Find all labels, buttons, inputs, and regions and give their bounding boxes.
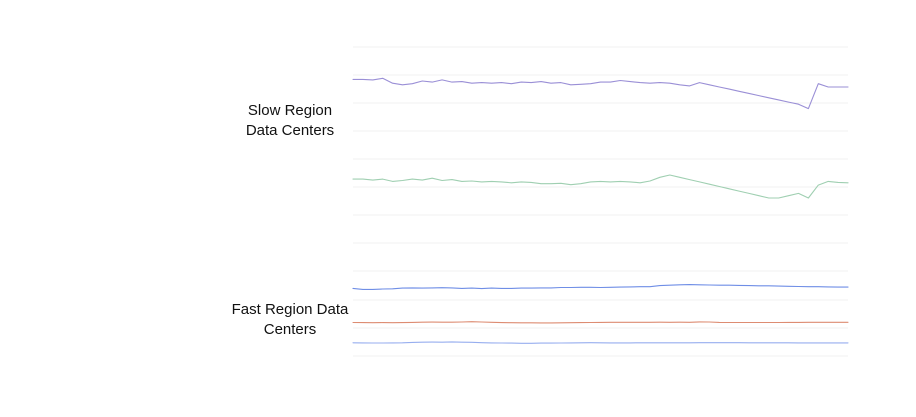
series-line-fast-1 (352, 284, 849, 290)
series-line-slow-1 (352, 77, 849, 110)
slow-region-label: Slow Region Data Centers (195, 101, 385, 141)
series-lines (352, 77, 849, 344)
gridlines (353, 46, 848, 357)
group-label-line: Slow Region (247, 102, 333, 119)
fast-region-label: Fast Region Data Centers (195, 300, 385, 340)
series-line-fast-2 (352, 321, 849, 324)
group-label-line: Fast Region Data (231, 301, 349, 318)
group-label-line: Data Centers (245, 122, 335, 139)
group-label-line: Centers (263, 321, 317, 338)
series-line-slow-2 (352, 174, 849, 199)
series-line-fast-3 (352, 341, 849, 344)
